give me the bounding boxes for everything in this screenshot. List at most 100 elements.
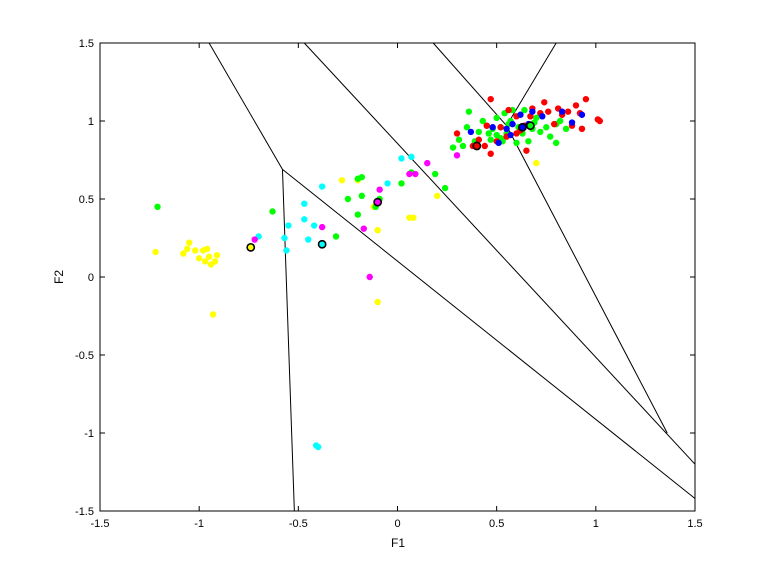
data-point — [503, 125, 510, 132]
data-point — [360, 225, 367, 232]
y-tick-label: 1 — [88, 116, 94, 128]
centroid-marker — [525, 121, 535, 131]
data-point — [332, 233, 340, 240]
data-point — [269, 208, 276, 215]
y-tick-label: 1.5 — [79, 38, 94, 50]
data-point — [521, 106, 528, 114]
data-point — [543, 124, 550, 131]
data-point — [195, 255, 203, 262]
data-point — [384, 180, 391, 187]
data-point — [572, 102, 580, 109]
data-point — [481, 142, 488, 150]
data-point — [529, 108, 536, 115]
data-point — [525, 138, 532, 145]
boundary-line — [303, 42, 696, 465]
data-point — [344, 195, 352, 203]
data-point — [433, 192, 441, 200]
data-point — [493, 114, 500, 122]
data-point — [513, 139, 520, 147]
data-point — [465, 108, 473, 115]
data-point — [487, 95, 494, 103]
data-point — [354, 211, 362, 218]
data-point — [301, 216, 308, 223]
data-point — [453, 130, 461, 137]
data-point — [283, 247, 290, 254]
y-tick-label: -0.5 — [75, 350, 94, 362]
data-point — [556, 117, 564, 125]
data-point — [537, 128, 544, 136]
plot-area — [100, 43, 695, 511]
data-point — [374, 227, 381, 234]
data-point — [358, 173, 365, 181]
boundary-line — [432, 42, 507, 127]
data-points — [152, 95, 603, 451]
data-point — [318, 183, 326, 190]
data-point — [483, 122, 490, 129]
data-point — [366, 273, 373, 281]
x-tick-label: -0.5 — [289, 518, 308, 530]
data-point — [467, 128, 475, 136]
data-point — [495, 139, 502, 147]
data-point — [154, 203, 161, 210]
data-point — [505, 106, 512, 114]
data-point — [374, 298, 381, 306]
x-tick-label: -1 — [194, 518, 204, 530]
data-point — [281, 234, 288, 242]
centroid-marker — [472, 141, 482, 151]
data-point — [408, 153, 415, 161]
data-point — [192, 247, 199, 254]
data-point — [463, 124, 471, 131]
data-point — [213, 251, 221, 259]
x-axis-label: F1 — [391, 536, 405, 550]
data-point — [533, 114, 540, 122]
data-point — [398, 155, 405, 162]
x-tick-label: -1.5 — [91, 518, 110, 530]
data-point — [578, 111, 586, 118]
data-point — [406, 170, 413, 178]
data-point — [205, 253, 213, 260]
data-point — [424, 159, 431, 167]
data-point — [596, 117, 603, 125]
data-point — [509, 120, 516, 128]
centroid-markers — [246, 121, 535, 252]
data-point — [314, 443, 322, 451]
data-point — [412, 170, 419, 178]
data-point — [541, 99, 548, 106]
data-point — [485, 130, 492, 137]
data-point — [338, 177, 346, 184]
data-point — [431, 170, 439, 178]
decision-boundaries — [208, 42, 696, 512]
data-point — [358, 192, 365, 200]
data-point — [475, 136, 483, 143]
y-tick-label: 0 — [88, 272, 94, 284]
data-point — [475, 128, 483, 136]
data-point — [582, 95, 590, 103]
data-point — [301, 200, 308, 207]
boundary-line — [208, 42, 283, 170]
data-point — [550, 120, 558, 128]
data-point — [152, 248, 159, 256]
data-point — [545, 108, 552, 115]
data-point — [455, 136, 463, 143]
centroid-marker — [246, 242, 256, 252]
data-point — [376, 186, 383, 193]
centroid-marker — [518, 122, 527, 132]
data-point — [184, 245, 191, 253]
data-point — [558, 108, 566, 115]
data-point — [305, 236, 312, 243]
data-point — [209, 311, 217, 318]
data-point — [441, 184, 449, 192]
data-point — [487, 136, 494, 143]
data-point — [203, 245, 211, 253]
data-point — [398, 180, 405, 187]
data-point — [564, 108, 572, 115]
data-point — [547, 133, 554, 140]
data-point — [318, 223, 326, 231]
y-axis-ticks: -1.5 -1 -0.5 0 0.5 1 1.5 — [75, 38, 695, 518]
data-point — [186, 239, 193, 246]
data-point — [201, 258, 209, 265]
centroid-marker — [373, 197, 383, 207]
data-point — [459, 142, 467, 150]
data-point — [489, 124, 496, 131]
